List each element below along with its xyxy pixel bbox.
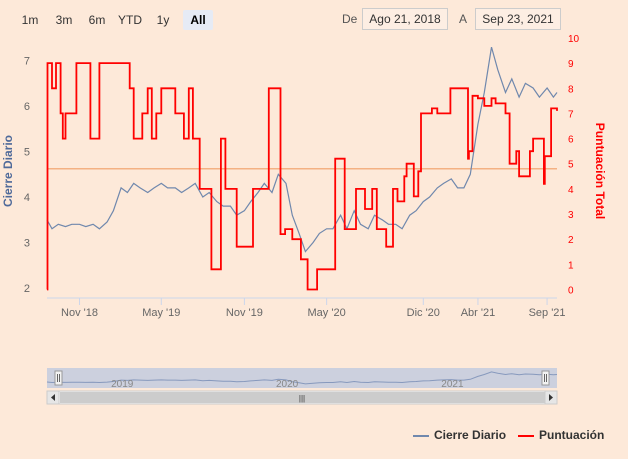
right-axis-tick-label: 0	[568, 285, 574, 296]
to-date-label: A	[459, 12, 468, 26]
left-axis-tick-label: 5	[24, 147, 30, 159]
scrollbar-thumb[interactable]	[60, 392, 545, 403]
range-button-1y[interactable]: 1y	[156, 13, 170, 27]
series-line-cierre-diario	[46, 46, 558, 253]
right-axis-tick-label: 7	[568, 109, 574, 120]
x-axis-tick-label: Dic '20	[407, 307, 440, 319]
scroll-right-arrow-icon	[549, 394, 553, 401]
right-axis-tick-label: 10	[568, 34, 580, 45]
right-axis-tick-label: 9	[568, 59, 574, 70]
navigator-year-label: 2019	[111, 379, 134, 390]
navigator[interactable]: 2019 2020 2021 |||	[0, 360, 628, 410]
scroll-left-arrow-icon	[51, 394, 55, 401]
range-button-6m[interactable]: 6m	[88, 13, 106, 27]
legend-item-cierre-diario[interactable]: Cierre Diario	[413, 428, 506, 442]
left-axis-tick-label: 7	[24, 56, 30, 68]
left-axis-tick-label: 3	[24, 237, 30, 249]
right-axis-tick-label: 5	[568, 160, 574, 171]
from-date-label: De	[342, 12, 358, 26]
left-axis-title: Cierre Diario	[1, 135, 15, 207]
x-axis-tick-label: May '20	[308, 307, 346, 319]
left-axis: 2 3 4 5 6 7	[24, 56, 30, 295]
series-line-puntuacion	[46, 62, 558, 291]
right-axis-tick-label: 4	[568, 185, 574, 196]
x-axis-tick-label: Nov '19	[226, 307, 263, 319]
navigator-handle-right[interactable]	[541, 370, 550, 386]
right-axis: 0 1 2 3 4 5 6 7 8 9 10	[568, 34, 580, 296]
left-axis-tick-label: 2	[24, 283, 30, 295]
legend-swatch-puntuacion	[518, 434, 534, 437]
right-axis-tick-label: 1	[568, 260, 574, 271]
to-date-input[interactable]: Sep 23, 2021	[475, 8, 561, 30]
navigator-year-label: 2020	[276, 379, 299, 390]
left-axis-tick-label: 6	[24, 101, 30, 113]
right-axis-tick-label: 8	[568, 84, 574, 95]
navigator-year-labels: 2019 2020 2021	[111, 379, 464, 390]
navigator-scrollbar[interactable]: |||	[46, 390, 558, 405]
legend-item-puntuacion[interactable]: Puntuación	[518, 428, 604, 442]
from-date-input[interactable]: Ago 21, 2018	[362, 8, 448, 30]
right-axis-tick-label: 6	[568, 135, 574, 146]
navigator-year-label: 2021	[441, 379, 464, 390]
x-axis-tick-label: Sep '21	[529, 307, 566, 319]
navigator-mask	[47, 368, 557, 388]
right-axis-tick-label: 3	[568, 210, 574, 221]
right-axis-tick-label: 2	[568, 235, 574, 246]
x-axis-tick-label: Abr '21	[461, 307, 496, 319]
legend-label-puntuacion: Puntuación	[539, 428, 605, 442]
left-axis-tick-label: 4	[24, 192, 30, 204]
legend-swatch-cierre-diario	[413, 434, 429, 437]
x-axis-tick-label: May '19	[142, 307, 180, 319]
legend-label-cierre-diario: Cierre Diario	[434, 428, 507, 442]
range-button-1m[interactable]: 1m	[21, 13, 39, 27]
navigator-handle-left[interactable]	[54, 370, 63, 386]
scroll-grip-icon: |||	[299, 394, 305, 403]
range-button-ytd[interactable]: YTD	[118, 13, 142, 27]
navigator-series-line	[46, 371, 558, 385]
range-button-3m[interactable]: 3m	[55, 13, 73, 27]
right-axis-title: Puntuación Total	[593, 123, 607, 219]
x-axis: Nov '18 May '19 Nov '19 May '20 Dic '20 Abr '…	[47, 297, 566, 319]
x-axis-tick-label: Nov '18	[61, 307, 98, 319]
range-button-all[interactable]: All	[183, 10, 213, 30]
